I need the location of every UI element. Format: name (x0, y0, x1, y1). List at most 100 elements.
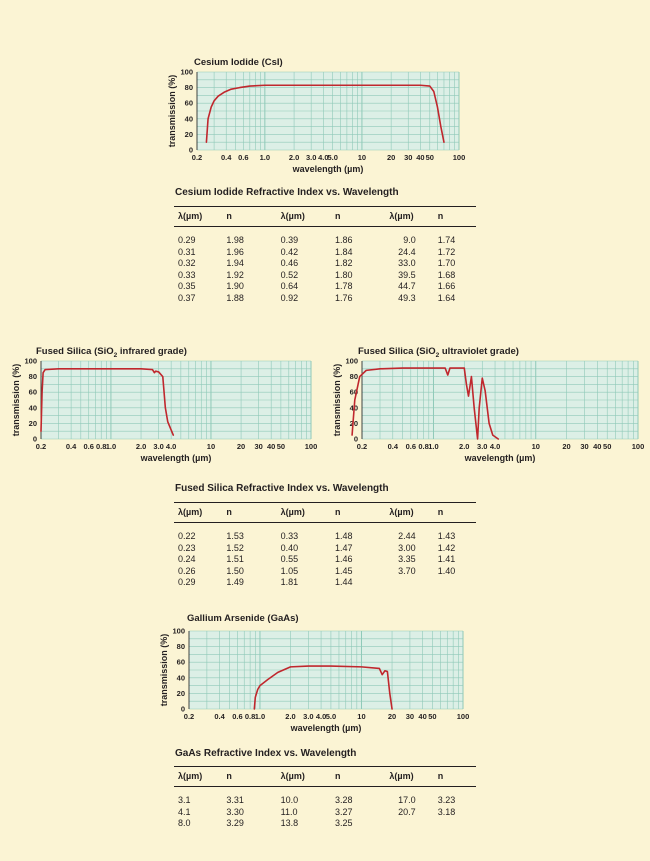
y-axis-label: transmission (%) (159, 634, 169, 707)
fs-uv-title-part-2: ultraviolet grade) (439, 346, 519, 357)
x-tick-label: 10 (207, 442, 215, 451)
wavelength-header: λ(µm) (385, 206, 434, 227)
wavelength-cell: 0.23 (178, 542, 196, 553)
index-header: n (331, 206, 386, 227)
x-tick-label: 4.0 (316, 712, 326, 721)
wavelength-cell: 4.1 (178, 806, 191, 817)
index-cell: 1.47 (335, 542, 353, 553)
index-cell: 3.28 (335, 795, 353, 805)
x-tick-label: 30 (255, 442, 263, 451)
x-tick-label: 3.0 (303, 712, 313, 721)
y-tick-label: 60 (185, 99, 193, 108)
x-tick-label: 100 (453, 153, 466, 162)
x-tick-label: 100 (305, 442, 318, 451)
wavelength-header: λ(µm) (276, 766, 332, 787)
index-header: n (433, 206, 476, 227)
table-row: 0.33 1.92 0.52 1.80 39.5 1.68 (174, 270, 476, 282)
index-cell: 1.43 (437, 531, 456, 541)
x-tick-label: 0.6 (84, 442, 94, 451)
x-tick-label: 0.4 (388, 442, 399, 451)
wavelength-cell: 8.0 (178, 818, 191, 828)
x-tick-label: 0.2 (192, 153, 202, 162)
x-axis-label: wavelength (µm) (290, 723, 362, 733)
x-tick-label: 5.0 (327, 153, 337, 162)
wavelength-cell: 24.4 (398, 246, 416, 257)
index-cell: 3.31 (226, 795, 244, 805)
y-tick-label: 60 (350, 388, 358, 397)
index-cell (434, 577, 476, 589)
index-header: n (222, 206, 277, 227)
index-cell: 1.42 (437, 542, 456, 553)
y-tick-label: 0 (189, 146, 193, 155)
wavelength-cell: 0.31 (178, 246, 196, 257)
x-tick-label: 4.0 (318, 153, 328, 162)
x-tick-label: 0.6 (238, 153, 248, 162)
x-tick-label: 40 (593, 442, 601, 451)
x-tick-label: 0.4 (214, 712, 225, 721)
fs-uv-title-part-1: Fused Silica (SiO (358, 346, 436, 357)
index-header: n (331, 766, 386, 787)
y-tick-label: 20 (185, 130, 193, 139)
table-header-row: λ(µm) n λ(µm) n λ(µm) n (174, 502, 476, 523)
index-cell: 1.82 (335, 258, 353, 268)
index-cell: 1.96 (226, 246, 244, 257)
table-header-row: λ(µm) n λ(µm) n λ(µm) n (174, 766, 476, 787)
x-tick-label: 40 (267, 442, 275, 451)
gaas-chart-title: Gallium Arsenide (GaAs) (187, 613, 299, 624)
x-tick-label: 2.0 (289, 153, 299, 162)
index-header: n (433, 502, 476, 523)
index-cell: 1.80 (335, 269, 353, 280)
gaas-table-title: GaAs Refractive Index vs. Wavelength (175, 748, 357, 759)
x-tick-label: 1.0 (106, 442, 116, 451)
table-row: 3.1 3.31 10.0 3.28 17.0 3.23 (174, 787, 476, 807)
fs-ir-transmission-chart: 0 20 40 60 80 100 0.2 0.4 0.6 0.8 1.0 2.0 3.0 4.0 10 20… (11, 357, 317, 464)
y-axis-label: transmission (%) (332, 364, 342, 437)
wavelength-cell: 3.35 (398, 554, 416, 564)
x-tick-label: 3.0 (153, 442, 163, 451)
index-cell: 3.30 (226, 806, 244, 817)
index-cell: 3.29 (226, 818, 244, 828)
y-axis-label: transmission (%) (167, 75, 177, 148)
y-tick-label: 60 (29, 388, 37, 397)
transmission-curve (205, 84, 445, 143)
index-cell: 3.18 (437, 806, 456, 817)
wavelength-header: λ(µm) (174, 766, 223, 787)
index-header: n (331, 502, 386, 523)
fs-uv-transmission-chart: 0 20 40 60 80 100 0.2 0.4 0.6 0.8 1.0 2.0 3.0 4.0 10 20… (332, 357, 644, 464)
index-cell: 1.76 (335, 292, 353, 303)
x-axis-label: wavelength (µm) (464, 453, 536, 463)
fs-ir-title-part-2: infrared grade) (117, 346, 187, 357)
x-tick-label: 20 (237, 442, 245, 451)
index-cell: 1.46 (335, 554, 353, 564)
table-row: 0.32 1.94 0.46 1.82 33.0 1.70 (174, 258, 476, 270)
y-tick-label: 0 (33, 435, 37, 444)
fs-uv-chart-title: Fused Silica (SiO2 ultraviolet grade) (358, 346, 519, 359)
wavelength-cell (385, 818, 433, 830)
table-row: 0.26 1.50 1.05 1.45 3.70 1.40 (174, 566, 476, 578)
wavelength-cell: 3.00 (398, 542, 416, 553)
index-cell: 1.90 (226, 281, 244, 291)
wavelength-cell: 9.0 (403, 235, 416, 245)
transmission-curve (253, 665, 393, 710)
x-tick-label: 20 (388, 712, 396, 721)
x-tick-label: 30 (406, 712, 414, 721)
y-tick-label: 40 (185, 114, 193, 123)
x-tick-label: 10 (357, 712, 365, 721)
y-tick-label: 40 (29, 403, 37, 412)
index-cell: 3.27 (335, 806, 353, 817)
csi-table-title: Cesium Iodide Refractive Index vs. Wavel… (175, 187, 399, 198)
wavelength-cell: 0.33 (178, 269, 196, 280)
wavelength-cell: 3.70 (398, 565, 416, 576)
table-row: 0.37 1.88 0.92 1.76 49.3 1.64 (174, 293, 476, 305)
x-tick-label: 0.8 (96, 442, 106, 451)
index-cell: 1.78 (335, 281, 353, 291)
wavelength-cell: 13.8 (280, 818, 299, 828)
x-tick-label: 0.4 (66, 442, 77, 451)
x-tick-label: 2.0 (459, 442, 469, 451)
x-tick-label: 0.8 (245, 712, 255, 721)
table-row: 8.0 3.29 13.8 3.25 (174, 818, 476, 830)
table-row: 0.24 1.51 0.55 1.46 3.35 1.41 (174, 554, 476, 566)
y-tick-label: 0 (354, 435, 358, 444)
wavelength-cell: 0.55 (280, 554, 299, 564)
wavelength-cell: 0.24 (178, 554, 196, 564)
